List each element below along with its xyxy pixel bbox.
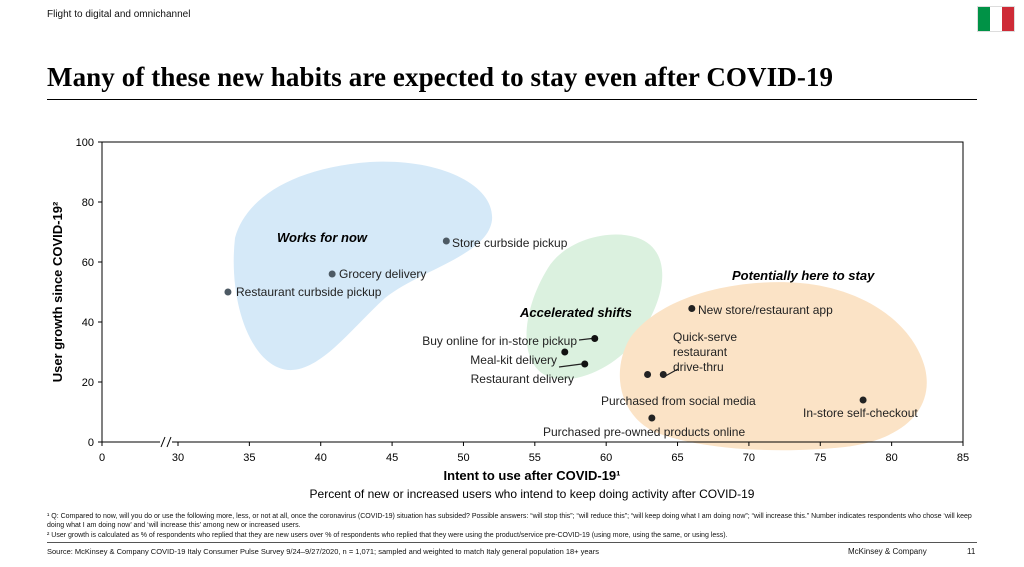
- point-label: Purchased pre-owned products online: [543, 425, 745, 439]
- y-tick-label: 20: [82, 377, 94, 389]
- point-label: Grocery delivery: [339, 267, 426, 281]
- point-label-line: drive-thru: [673, 360, 724, 374]
- bottom-rule: [47, 542, 977, 543]
- axis-break-mark: [166, 436, 172, 448]
- region-labels-layer: Works for now Accelerated shifts Potential…: [277, 230, 875, 320]
- title-rule: [47, 99, 977, 100]
- x-tick-label: 35: [243, 452, 255, 464]
- data-point: [224, 288, 232, 296]
- x-tick-label: 70: [743, 452, 755, 464]
- x-tick-label: 50: [457, 452, 469, 464]
- x-tick-label: 30: [172, 452, 184, 464]
- source-note: Source: McKinsey & Company COVID-19 Ital…: [47, 547, 599, 556]
- page-title: Many of these new habits are expected to…: [47, 62, 834, 92]
- leader-line: [665, 368, 679, 377]
- data-point: [442, 237, 450, 245]
- flag-red: [1002, 7, 1014, 31]
- italy-flag: [978, 7, 1014, 31]
- region-label: Accelerated shifts: [519, 305, 632, 320]
- section-label: Flight to digital and omnichannel: [47, 9, 191, 20]
- data-point: [328, 270, 336, 278]
- page-number: 11: [967, 547, 976, 556]
- plot-area: [101, 141, 964, 443]
- point-label: Quick-serve restaurant drive-thru: [673, 330, 737, 374]
- y-tick-label: 80: [82, 197, 94, 209]
- point-label: Buy online for in-store pickup: [422, 334, 577, 348]
- point-label: New store/restaurant app: [698, 303, 833, 317]
- data-point: [644, 371, 652, 378]
- x-tick-label: 0: [99, 452, 105, 464]
- y-tick-label: 60: [82, 257, 94, 269]
- region-label: Works for now: [277, 230, 368, 245]
- point-label: Purchased from social media: [601, 394, 756, 408]
- axis-break-gap: [160, 436, 172, 448]
- y-tick-label: 0: [88, 437, 94, 449]
- footnote-1: ¹ Q: Compared to now, will you do or use…: [47, 513, 972, 529]
- point-label: Meal-kit delivery: [470, 353, 557, 367]
- flag-white: [990, 7, 1002, 31]
- data-point: [648, 414, 656, 422]
- point-label-line: restaurant: [673, 345, 728, 359]
- x-tick-label: 60: [600, 452, 612, 464]
- point-label: Store curbside pickup: [452, 236, 568, 250]
- leader-line: [558, 363, 582, 368]
- point-label-line: Quick-serve: [673, 330, 737, 344]
- region-label: Potentially here to stay: [732, 268, 875, 283]
- scatter-chart: 0 30 35 40 45 50 55 60 65 70 75 80 85 0 20 40 60 80 100 Wo…: [50, 137, 969, 501]
- x-tick-label: 80: [886, 452, 898, 464]
- ticks-layer: 0 30 35 40 45 50 55 60 65 70 75 80 85 0 20 40 60 80 100: [76, 137, 969, 464]
- point-labels-layer: Restaurant curbside pickup Grocery delive…: [236, 236, 918, 439]
- y-tick-label: 40: [82, 317, 94, 329]
- data-point: [561, 348, 569, 356]
- x-tick-label: 40: [315, 452, 327, 464]
- point-label: Restaurant curbside pickup: [236, 285, 382, 299]
- region-works-for-now: [233, 161, 493, 371]
- y-tick-label: 100: [76, 137, 94, 149]
- axis-break-mark: [160, 436, 166, 448]
- x-tick-label: 85: [957, 452, 969, 464]
- x-axis-title: Intent to use after COVID-19¹: [444, 468, 621, 483]
- footnote-2: ² User growth is calculated as % of resp…: [47, 532, 728, 539]
- x-tick-label: 55: [529, 452, 541, 464]
- x-tick-label: 45: [386, 452, 398, 464]
- regions-layer: [233, 161, 927, 451]
- y-axis-title: User growth since COVID-19²: [50, 201, 65, 382]
- flag-green: [978, 7, 990, 31]
- x-tick-label: 65: [671, 452, 683, 464]
- data-point: [859, 396, 867, 404]
- region-potentially-here-to-stay: [619, 282, 927, 451]
- point-label: In-store self-checkout: [803, 406, 918, 420]
- brand-name: McKinsey & Company: [848, 547, 927, 556]
- data-point: [591, 335, 599, 342]
- data-point: [581, 360, 589, 368]
- x-axis-subtitle: Percent of new or increased users who in…: [310, 487, 755, 501]
- point-label: Restaurant delivery: [471, 372, 574, 386]
- data-point: [659, 371, 667, 378]
- data-point: [688, 305, 696, 312]
- points-layer: [224, 237, 867, 422]
- leader-line: [578, 337, 592, 341]
- leader-lines: [558, 337, 679, 377]
- x-tick-label: 75: [814, 452, 826, 464]
